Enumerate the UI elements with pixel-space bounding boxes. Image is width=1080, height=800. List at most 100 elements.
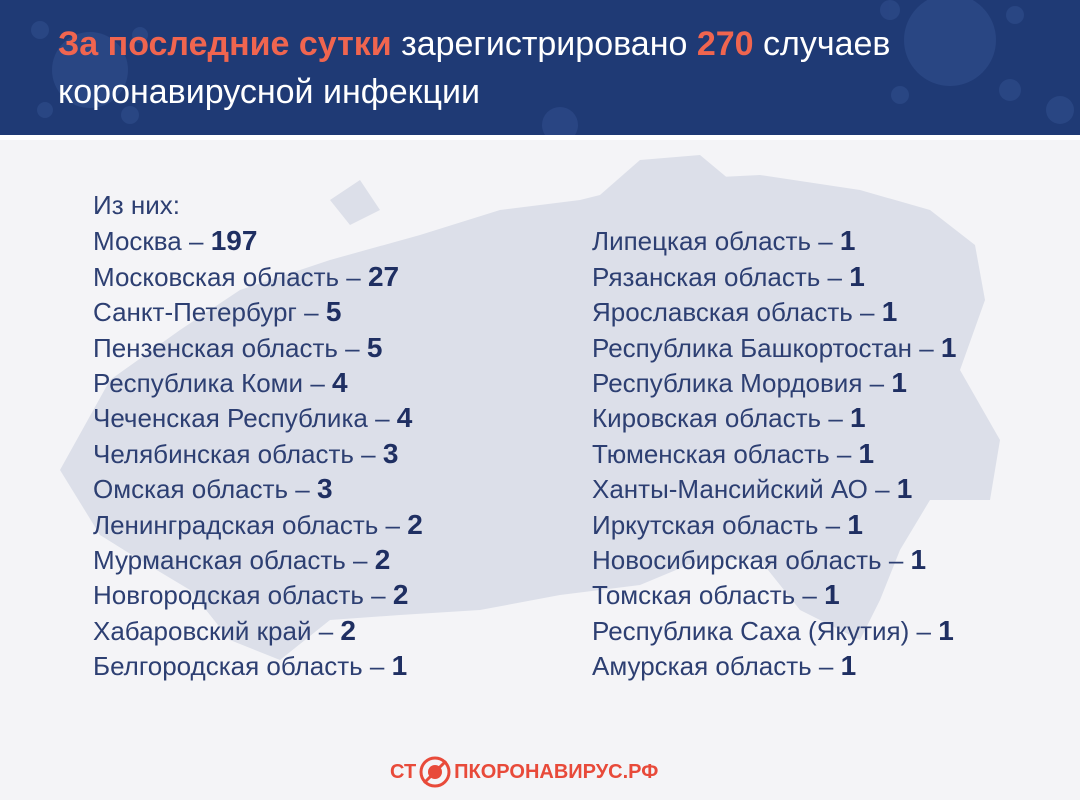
dash: – — [909, 615, 939, 646]
logo-text-part1: СТ — [390, 760, 417, 783]
list-item: Санкт-Петербург – 5 — [93, 294, 423, 329]
dash: – — [362, 651, 392, 682]
region-name: Ярославская область — [592, 297, 853, 328]
title-mid: зарегистрировано — [391, 25, 697, 63]
case-count: 27 — [367, 260, 400, 292]
case-count: 3 — [382, 437, 399, 469]
footer-logo: СТ ПКОРОНАВИРУС .РФ — [390, 752, 658, 792]
list-item: Ярославская область – 1 — [592, 294, 957, 329]
list-item: Белгородская область – 1 — [93, 648, 423, 683]
region-name: Московская область — [93, 261, 340, 292]
case-count: 1 — [938, 614, 954, 646]
region-name: Тюменская область — [592, 438, 830, 469]
region-name: Республика Коми — [93, 367, 304, 398]
dash: – — [867, 474, 897, 505]
region-name: Ханты-Мансийский АО — [592, 474, 868, 505]
region-name: Мурманская область — [93, 544, 346, 575]
region-name: Амурская область — [592, 651, 812, 682]
list-item: Московская область – 27 — [93, 259, 423, 294]
list-item: Рязанская область – 1 — [592, 259, 957, 294]
region-name: Пензенская область — [93, 332, 338, 363]
list-item: Ханты-Мансийский АО – 1 — [592, 471, 957, 506]
list-item: Новосибирская область – 1 — [592, 542, 957, 577]
dash: – — [181, 226, 211, 257]
title-accent: За последние сутки — [58, 25, 392, 63]
list-item: Челябинская область – 3 — [93, 436, 423, 471]
list-item: Республика Башкортостан – 1 — [592, 330, 957, 365]
region-name: Рязанская область — [592, 261, 821, 292]
list-item: Омская область – 3 — [93, 471, 423, 506]
dash: – — [367, 403, 397, 434]
region-name: Чеченская Республика — [93, 403, 368, 434]
dash: – — [337, 332, 367, 363]
dash: – — [339, 261, 368, 292]
virus-decoration-icon — [31, 0, 1074, 135]
dash: – — [821, 403, 851, 434]
region-name: Томская область — [592, 580, 796, 611]
virus-stop-icon — [419, 756, 451, 788]
case-count: 1 — [839, 225, 856, 257]
case-count: 1 — [849, 260, 865, 292]
dash: – — [795, 580, 825, 611]
case-count: 5 — [325, 296, 342, 328]
list-item: Ленинградская область – 2 — [93, 507, 423, 542]
dash: – — [818, 509, 848, 540]
dash: – — [363, 580, 393, 611]
case-count: 1 — [940, 331, 957, 363]
dash: – — [288, 474, 317, 505]
dash: – — [811, 226, 840, 257]
list-item: Тюменская область – 1 — [592, 436, 957, 471]
region-name: Новгородская область — [93, 580, 364, 611]
case-count: 1 — [840, 650, 857, 682]
case-count: 1 — [850, 402, 866, 434]
list-item: Республика Саха (Якутия) – 1 — [592, 613, 957, 648]
dash: – — [311, 615, 341, 646]
case-count: 2 — [340, 614, 356, 646]
logo-domain: .РФ — [622, 760, 659, 783]
region-name: Омская область — [93, 474, 289, 505]
page-title: За последние сутки зарегистрировано 270 … — [58, 20, 1018, 116]
dash: – — [378, 509, 408, 540]
dash: – — [345, 544, 375, 575]
list-item: Кировская область – 1 — [592, 400, 957, 435]
list-item: Пензенская область – 5 — [93, 330, 423, 365]
case-count: 5 — [366, 331, 383, 363]
dash: – — [820, 261, 850, 292]
case-count: 1 — [910, 543, 927, 575]
case-count: 1 — [858, 437, 875, 469]
case-count: 197 — [210, 225, 258, 257]
dash: – — [881, 544, 911, 575]
list-item: Хабаровский край – 2 — [93, 613, 423, 648]
region-name: Республика Мордовия — [592, 367, 863, 398]
title-count: 270 — [696, 25, 754, 63]
case-count: 1 — [391, 650, 408, 682]
case-count: 2 — [392, 579, 409, 611]
case-count: 3 — [317, 473, 333, 505]
region-name: Москва — [93, 226, 182, 257]
logo-text-part2: ПКОРОНАВИРУС — [454, 760, 623, 783]
list-item: Томская область – 1 — [592, 577, 957, 612]
region-name: Республика Саха (Якутия) — [592, 615, 910, 646]
region-name: Кировская область — [592, 403, 822, 434]
region-name: Санкт-Петербург — [93, 297, 297, 328]
dash: – — [912, 332, 941, 363]
region-name: Хабаровский край — [93, 615, 312, 646]
dash: – — [852, 297, 882, 328]
region-name: Челябинская область — [93, 438, 354, 469]
case-count: 4 — [332, 366, 348, 398]
region-name: Иркутская область — [592, 509, 819, 540]
dash: – — [303, 367, 333, 398]
list-item: Республика Коми – 4 — [93, 365, 423, 400]
region-name: Белгородская область — [93, 651, 363, 682]
list-item: Мурманская область – 2 — [93, 542, 423, 577]
case-count: 1 — [891, 366, 907, 398]
case-count: 1 — [896, 473, 913, 505]
list-item: Чеченская Республика – 4 — [93, 400, 423, 435]
header-divider — [0, 135, 1080, 140]
list-item: Новгородская область – 2 — [93, 577, 423, 612]
list-item: Республика Мордовия – 1 — [592, 365, 957, 400]
header-banner: За последние сутки зарегистрировано 270 … — [0, 0, 1080, 135]
region-name: Липецкая область — [592, 226, 811, 257]
left-region-list: Из них: Москва – 197 Московская область … — [93, 188, 423, 683]
right-region-list: Липецкая область – 1 Рязанская область –… — [592, 188, 957, 683]
